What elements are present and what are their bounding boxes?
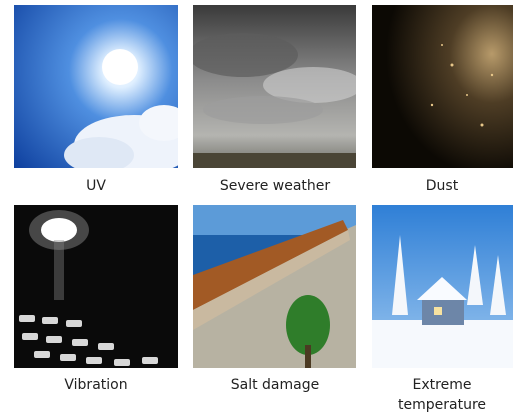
photo-vibration [14,205,178,368]
caption: Salt damage [200,375,350,395]
photo-extreme-temperature [372,205,513,368]
photo-dust [372,5,513,168]
caption: UV [21,176,171,196]
photo-severe-weather [193,5,356,168]
page: UV Severe weather Dust Vibration Salt da… [0,0,524,419]
caption: Dust [367,176,517,196]
caption: Severe weather [200,176,350,196]
caption: Extreme temperature [392,375,492,415]
photo-uv [14,5,178,168]
caption: Vibration [21,375,171,395]
photo-salt-damage [193,205,356,368]
